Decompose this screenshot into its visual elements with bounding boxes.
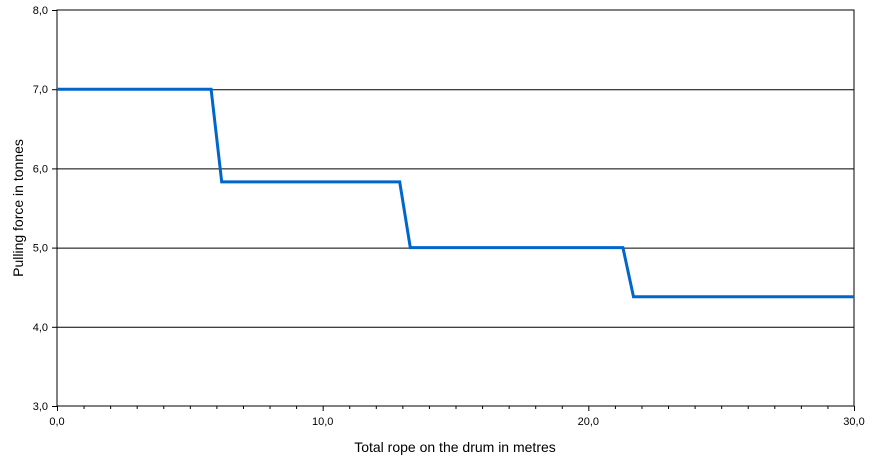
series-group xyxy=(57,87,854,299)
series-line xyxy=(57,87,854,299)
y-tick-label: 8,0 xyxy=(33,5,48,17)
x-axis-title: Total rope on the drum in metres xyxy=(354,439,556,455)
y-tick-label: 4,0 xyxy=(33,322,48,334)
y-tick-labels: 3,0 4,0 5,0 6,0 7,0 8,0 xyxy=(33,5,48,413)
y-tick-label: 7,0 xyxy=(33,84,48,96)
y-axis-title: Pulling force in tonnes xyxy=(10,139,26,277)
x-tick-label: 20,0 xyxy=(578,416,599,428)
y-tick-label: 5,0 xyxy=(33,243,48,255)
y-tick-label: 3,0 xyxy=(33,401,48,413)
x-tick-label: 10,0 xyxy=(312,416,333,428)
y-tick-label: 6,0 xyxy=(33,163,48,175)
plot-area xyxy=(56,9,855,407)
axis-ticks xyxy=(52,10,855,411)
x-tick-label: 30,0 xyxy=(843,416,864,428)
x-tick-labels: 0,0 10,0 20,0 30,0 xyxy=(49,416,864,428)
x-tick-label: 0,0 xyxy=(49,416,64,428)
